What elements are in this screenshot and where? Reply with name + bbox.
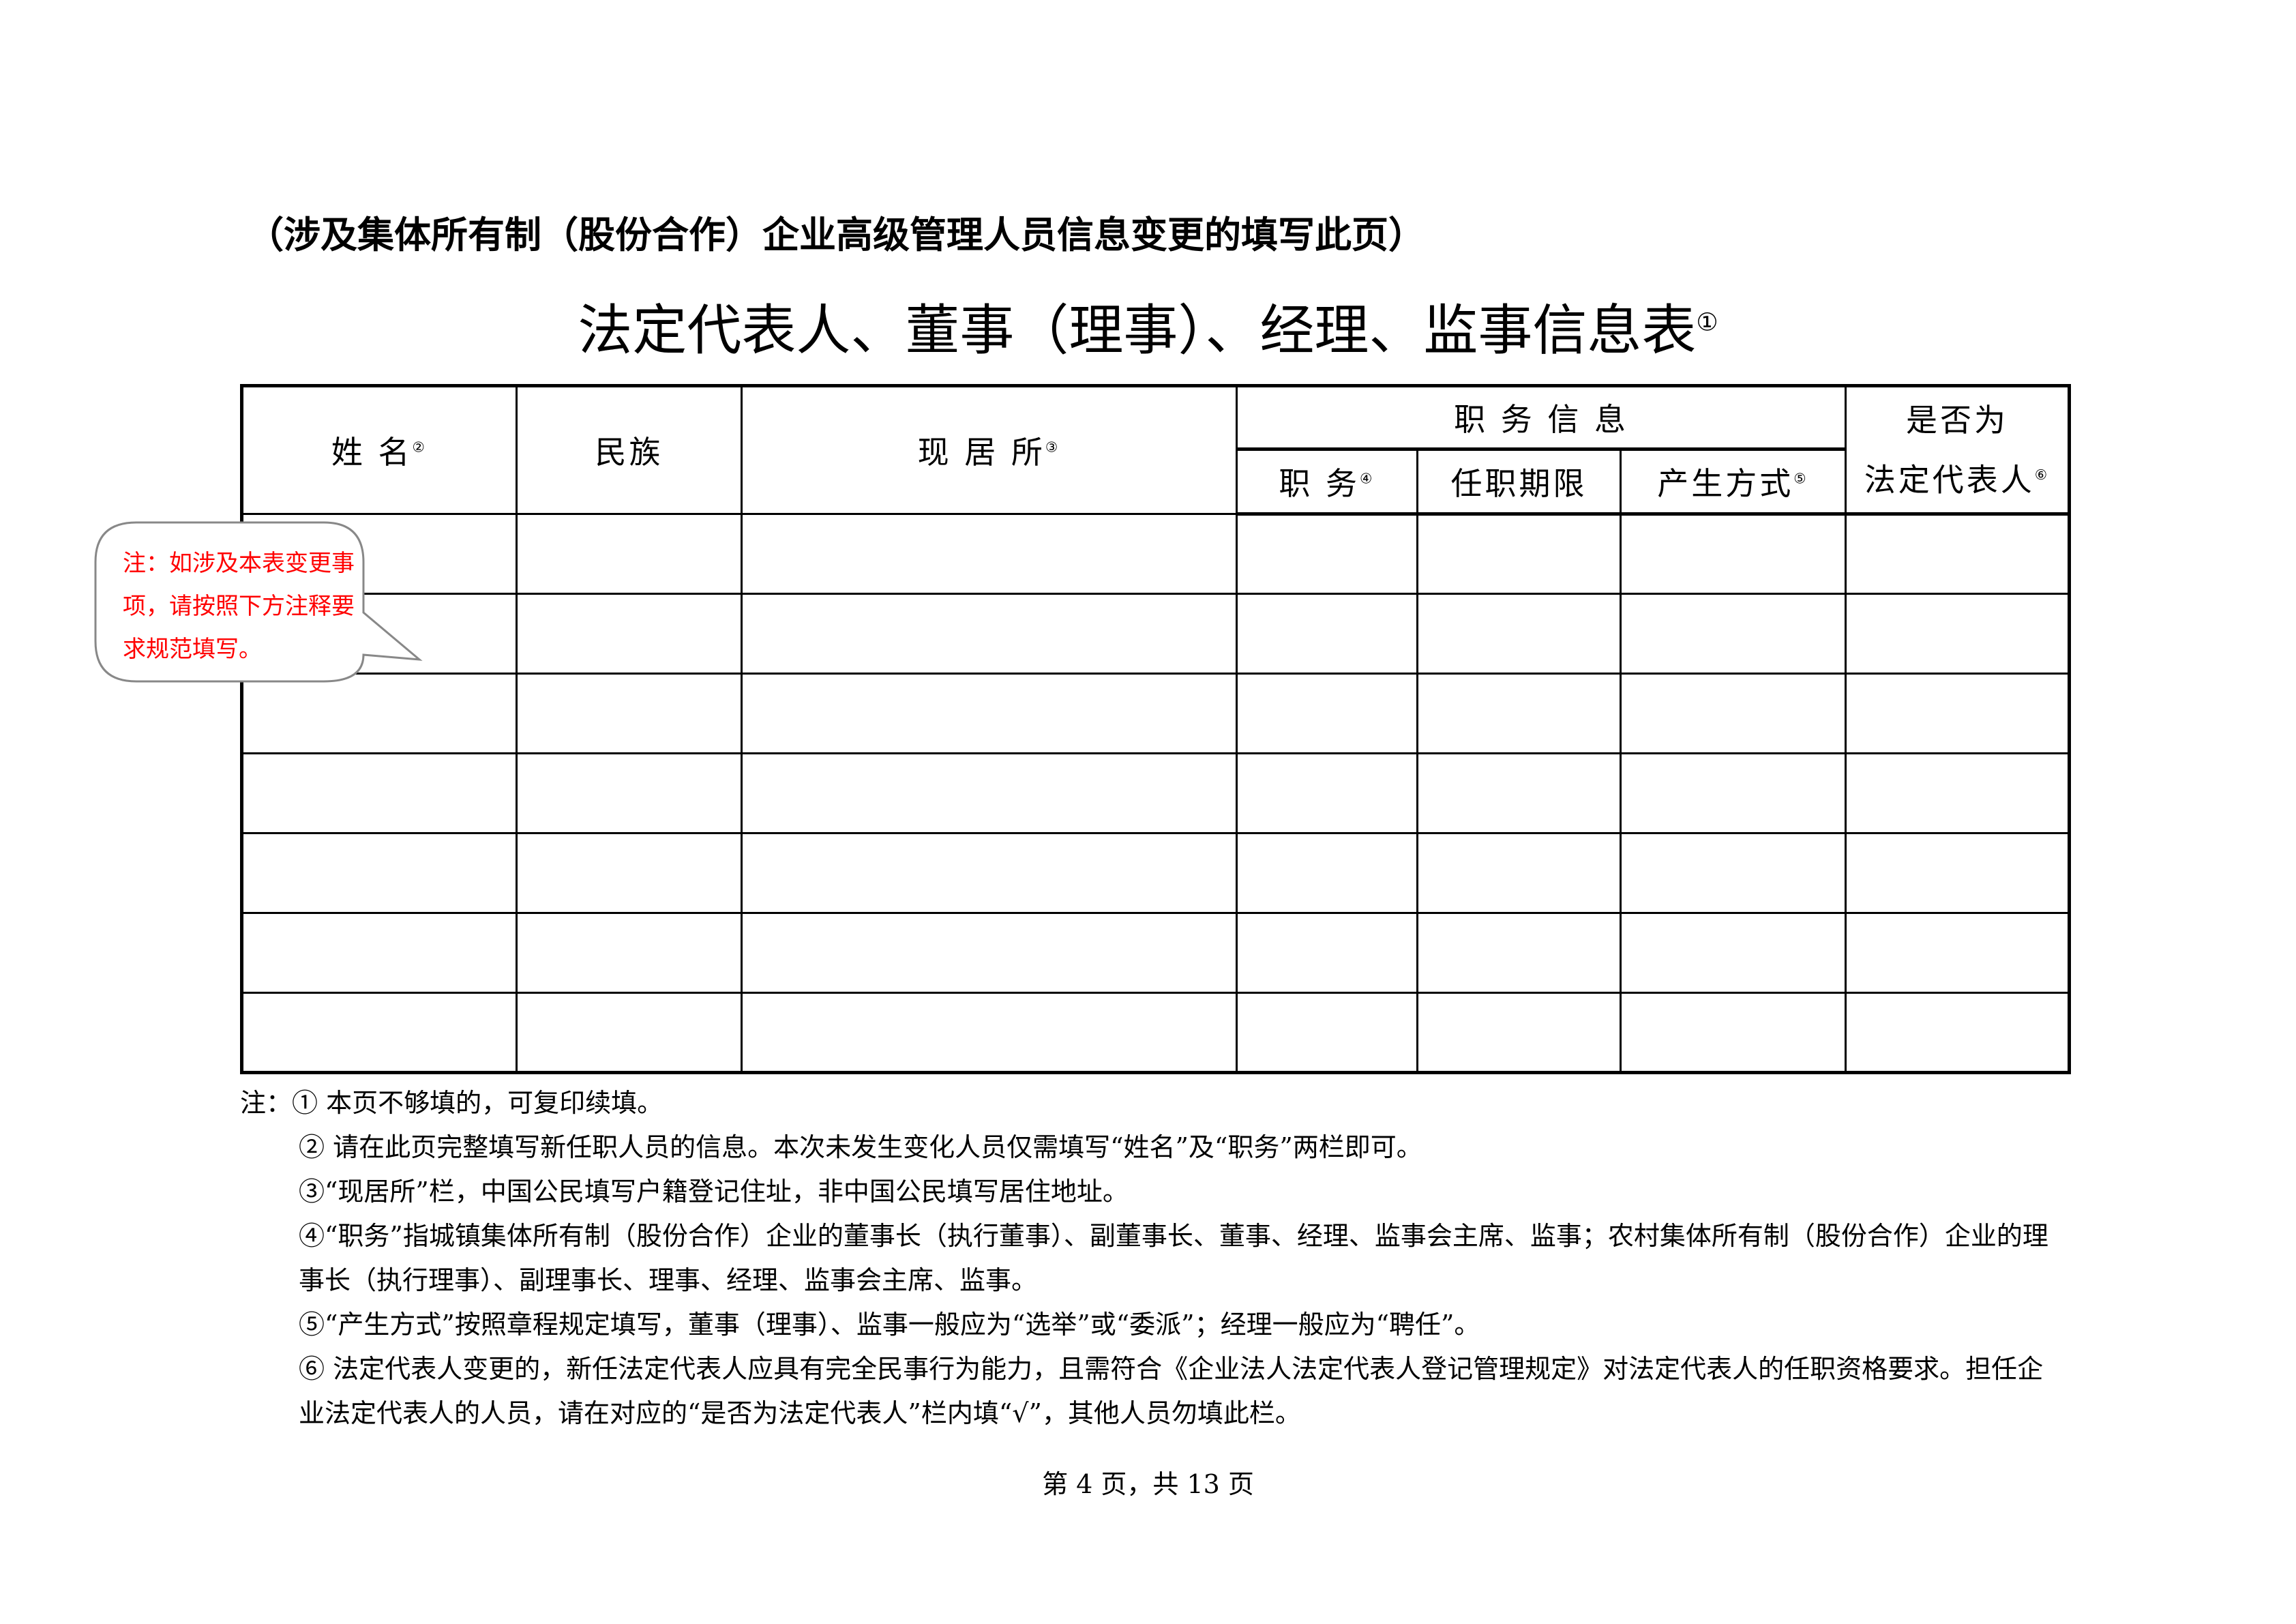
table-cell[interactable]	[1845, 513, 2071, 595]
table-cell[interactable]	[241, 673, 518, 754]
table-cell[interactable]	[1619, 912, 1847, 994]
footnote-2: ② 请在此页完整填写新任职人员的信息。本次未发生变化人员仅需填写“姓名”及“职务…	[299, 1132, 1422, 1162]
table-row	[241, 593, 2071, 675]
callout-text: 注：如涉及本表变更事项，请按照下方注释要求规范填写。	[123, 550, 355, 663]
table-cell[interactable]	[516, 992, 743, 1074]
table-cell[interactable]	[241, 912, 518, 994]
table-row	[241, 832, 2071, 914]
page-number: 第 4 页，共 13 页	[1042, 1469, 1254, 1499]
table-cell[interactable]	[1845, 912, 2071, 994]
table-cell[interactable]	[741, 832, 1238, 914]
table-cell[interactable]	[1236, 832, 1418, 914]
table-row	[241, 673, 2071, 754]
header-position: 职 务④	[1236, 448, 1418, 516]
table-cell[interactable]	[1845, 992, 2071, 1074]
table-cell[interactable]	[1619, 673, 1847, 754]
table-cell[interactable]	[1236, 673, 1418, 754]
table-cell[interactable]	[516, 593, 743, 675]
table-cell[interactable]	[741, 593, 1238, 675]
table-row	[241, 992, 2071, 1074]
footnote-6: ⑥ 法定代表人变更的，新任法定代表人应具有完全民事行为能力，且需符合《企业法人法…	[299, 1354, 2044, 1428]
table-cell[interactable]	[1416, 752, 1622, 834]
table-cell[interactable]	[1619, 752, 1847, 834]
table-cell[interactable]	[741, 752, 1238, 834]
table-cell[interactable]	[1236, 912, 1418, 994]
table-cell[interactable]	[1416, 513, 1622, 595]
table-cell[interactable]	[241, 992, 518, 1074]
table-cell[interactable]	[741, 912, 1238, 994]
footnote-1: 注：① 本页不够填的，可复印续填。	[240, 1088, 664, 1118]
form-subtitle: （涉及集体所有制（股份合作）企业高级管理人员信息变更的填写此页）	[247, 213, 1425, 256]
table-cell[interactable]	[241, 752, 518, 834]
table-cell[interactable]	[741, 513, 1238, 595]
table-cell[interactable]	[1845, 752, 2071, 834]
table-cell[interactable]	[1619, 593, 1847, 675]
header-position-info: 职 务 信 息	[1235, 385, 1847, 451]
footnote-3: ③“现居所”栏，中国公民填写户籍登记住址，非中国公民填写居住地址。	[299, 1177, 1129, 1207]
table-row	[241, 912, 2071, 994]
table-cell[interactable]	[516, 912, 743, 994]
header-residence: 现 居 所③	[741, 385, 1238, 515]
form-title: 法定代表人、董事（理事）、经理、监事信息表①	[0, 286, 2296, 366]
table-cell[interactable]	[1416, 832, 1622, 914]
table-cell[interactable]	[1416, 992, 1622, 1074]
footnote-mark: ①	[1696, 308, 1718, 337]
table-cell[interactable]	[1236, 593, 1418, 675]
table-cell[interactable]	[516, 752, 743, 834]
table-cell[interactable]	[516, 513, 743, 595]
table-cell[interactable]	[1236, 992, 1418, 1074]
table-cell[interactable]	[516, 673, 743, 754]
header-legal-rep: 是否为 法定代表人⑥	[1845, 385, 2071, 516]
table-cell[interactable]	[741, 673, 1238, 754]
table-cell[interactable]	[1845, 593, 2071, 675]
table-cell[interactable]	[1416, 593, 1622, 675]
table-cell[interactable]	[741, 992, 1238, 1074]
form-title-text: 法定代表人、董事（理事）、经理、监事信息表	[578, 299, 1697, 362]
table-cell[interactable]	[1236, 752, 1418, 834]
table-cell[interactable]	[241, 832, 518, 914]
footnote-4: ④“职务”指城镇集体所有制（股份合作）企业的董事长（执行董事）、副董事长、董事、…	[299, 1221, 2048, 1295]
table-cell[interactable]	[1845, 832, 2071, 914]
header-name: 姓 名②	[241, 385, 518, 515]
footnotes: 注：① 本页不够填的，可复印续填。 ② 请在此页完整填写新任职人员的信息。本次未…	[240, 1081, 2068, 1436]
table-row	[241, 513, 2071, 595]
header-ethnicity: 民族	[516, 385, 743, 515]
table-cell[interactable]	[1416, 912, 1622, 994]
table-cell[interactable]	[1236, 513, 1418, 595]
table-cell[interactable]	[1619, 992, 1847, 1074]
table-cell[interactable]	[1845, 673, 2071, 754]
table-row	[241, 752, 2071, 834]
footnote-5: ⑤“产生方式”按照章程规定填写，董事（理事）、监事一般应为“选举”或“委派”；经…	[299, 1310, 1480, 1340]
table-cell[interactable]	[1416, 673, 1622, 754]
header-term: 任职期限	[1416, 448, 1622, 516]
table-cell[interactable]	[1619, 513, 1847, 595]
table-cell[interactable]	[1619, 832, 1847, 914]
table-cell[interactable]	[516, 832, 743, 914]
header-method: 产生方式⑤	[1619, 448, 1847, 516]
info-table: 姓 名② 民族 现 居 所③ 职 务 信 息 是否为 法定代表人⑥ 职 务④ 任职…	[240, 384, 2072, 1074]
